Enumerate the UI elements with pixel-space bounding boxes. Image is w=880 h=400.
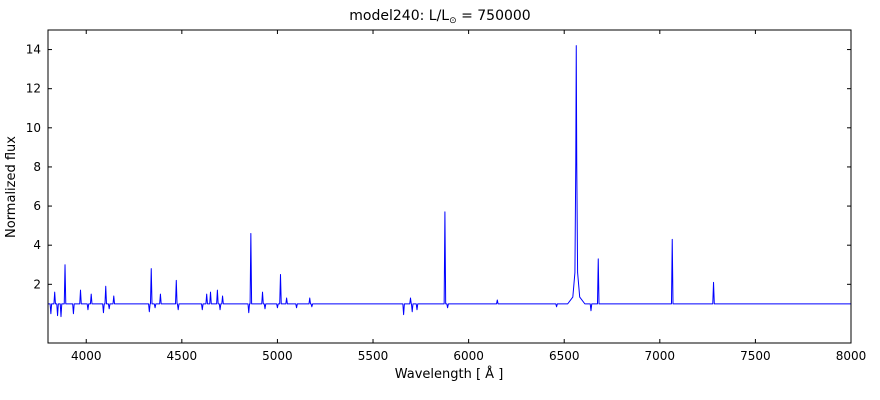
y-tick-label: 6 — [33, 199, 41, 213]
y-tick-label: 12 — [26, 82, 41, 96]
sun-symbol-subscript: ⊙ — [449, 16, 457, 26]
plot-frame — [47, 29, 852, 344]
spectrum-line — [48, 45, 851, 318]
x-tick-label: 4000 — [71, 349, 102, 363]
x-tick-label: 6500 — [549, 349, 580, 363]
y-tick-label: 10 — [26, 121, 41, 135]
x-tick-label: 6000 — [453, 349, 484, 363]
chart-title-pre: model240: L/L — [349, 8, 450, 24]
y-tick-label: 8 — [33, 160, 41, 174]
x-tick-label: 4500 — [167, 349, 198, 363]
x-tick-label: 5000 — [262, 349, 293, 363]
y-tick-label: 4 — [33, 238, 41, 252]
x-tick-label: 7500 — [740, 349, 771, 363]
x-tick-label: 7000 — [645, 349, 676, 363]
y-axis-label: Normalized flux — [4, 136, 19, 238]
chart-title-post: = 750000 — [456, 8, 531, 24]
y-tick-label: 2 — [33, 277, 41, 291]
x-tick-label: 8000 — [836, 349, 867, 363]
x-axis-label: Wavelength [ Å ] — [395, 366, 504, 382]
x-tick-label: 5500 — [358, 349, 389, 363]
chart-title: model240: L/L⊙ = 750000 — [0, 8, 880, 26]
y-tick-label: 14 — [26, 43, 41, 57]
